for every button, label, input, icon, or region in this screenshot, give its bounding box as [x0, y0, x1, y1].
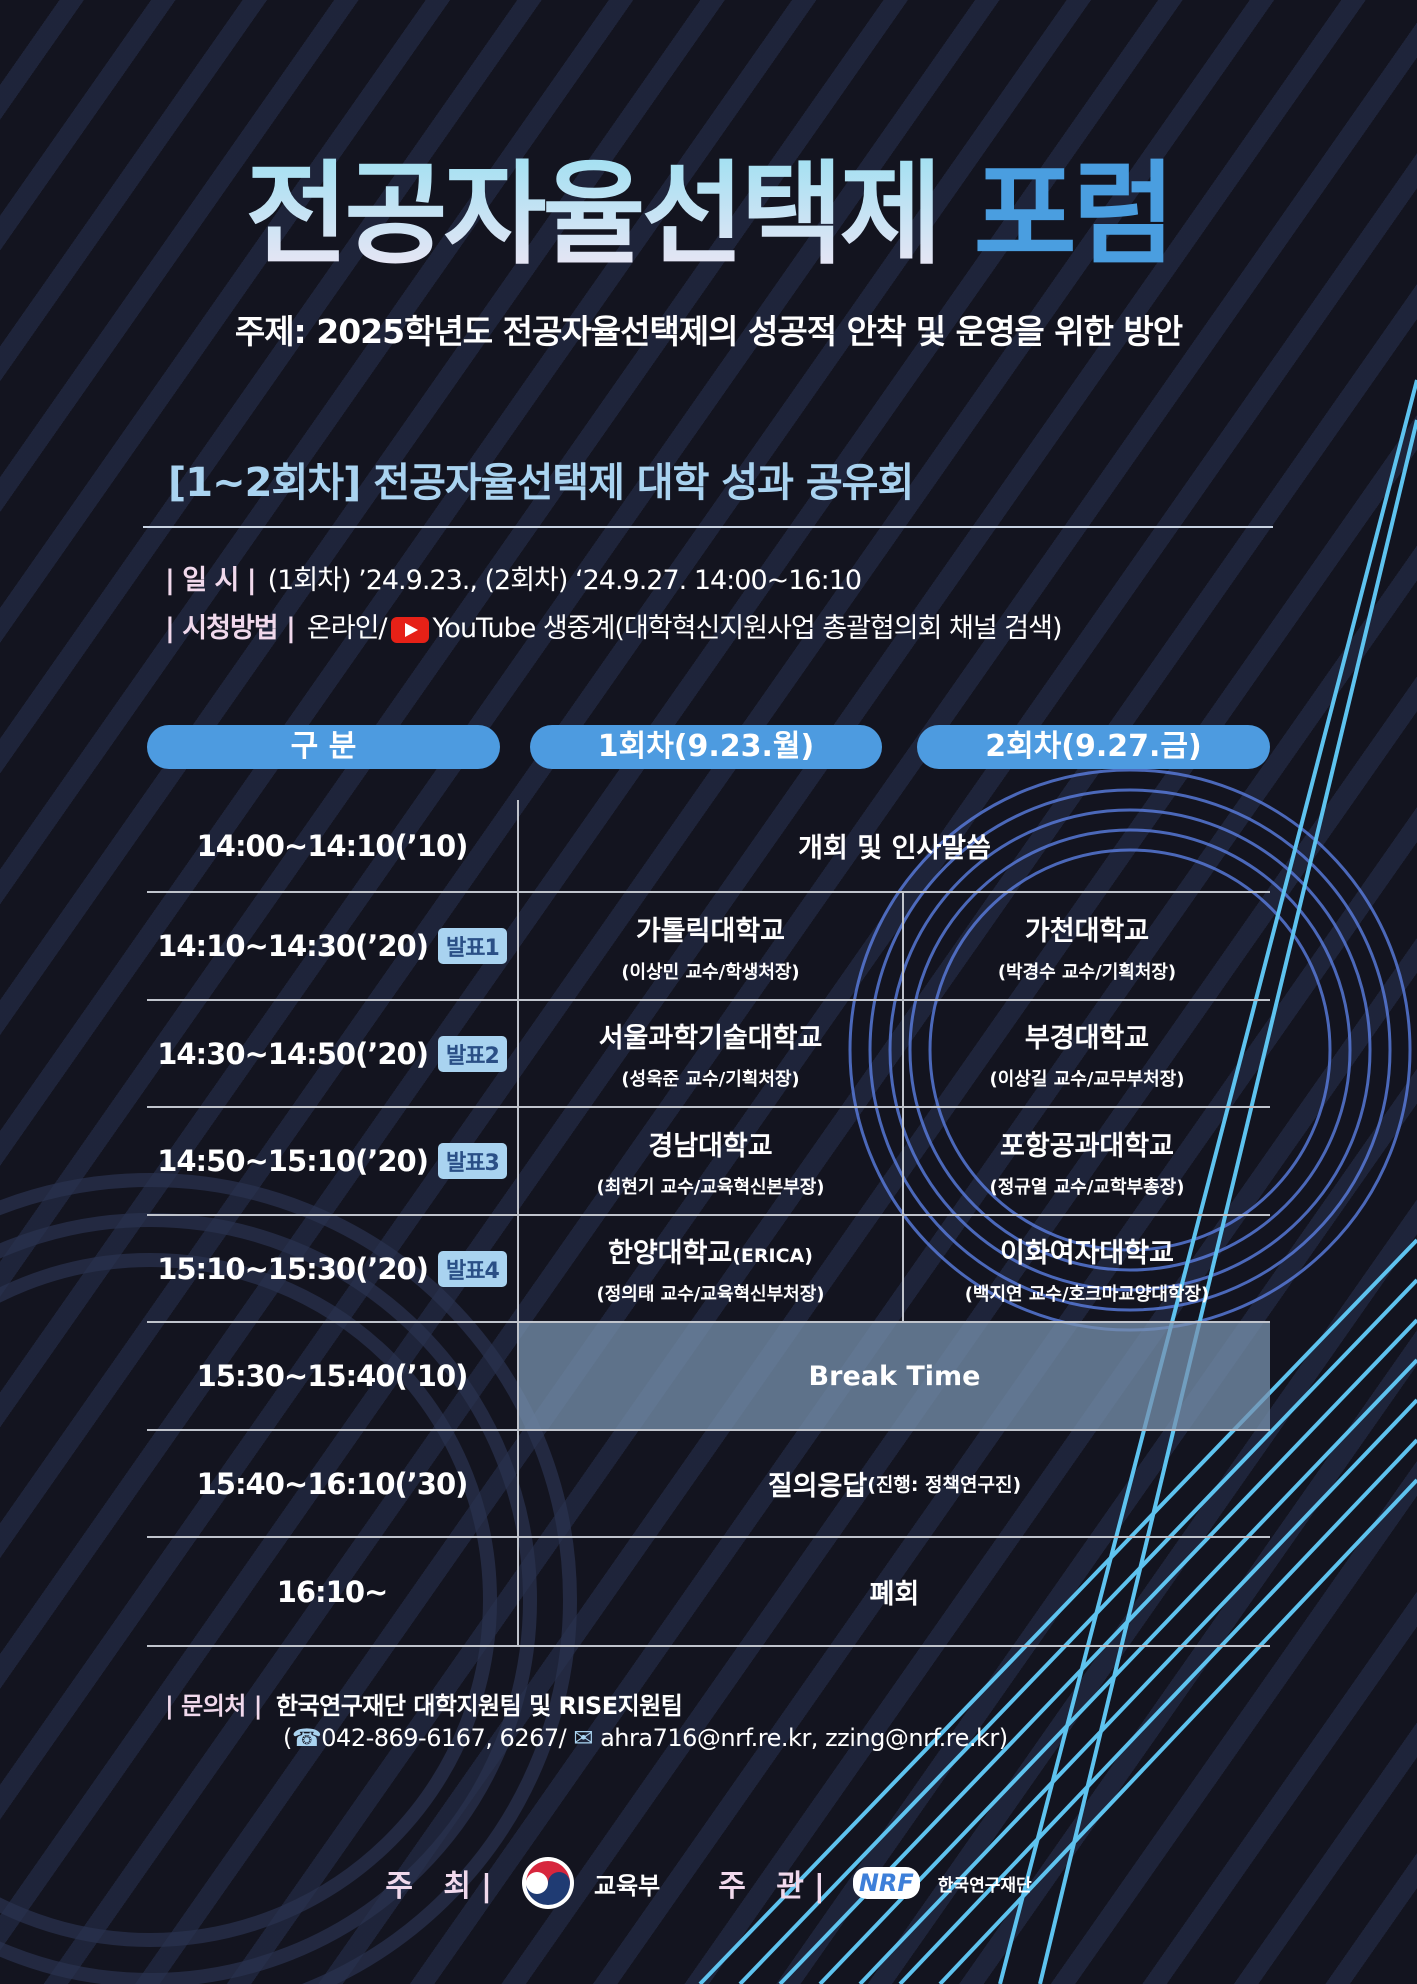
session1-cell: 서울과학기술대학교 (성욱준 교수/기획처장) — [517, 1001, 902, 1106]
youtube-icon — [390, 616, 429, 643]
watch-label: | 시청방법 | — [165, 613, 296, 644]
university: 서울과학기술대학교 — [598, 1023, 823, 1054]
subtitle: 주제: 2025학년도 전공자율선택제의 성공적 안착 및 운영을 위한 방안 — [234, 312, 1183, 351]
table-row: 14:50~15:10(’20) 발표3 경남대학교 (최현기 교수/교육혁신본부장… — [147, 1108, 1270, 1216]
header-category: 구 분 — [147, 725, 500, 769]
time-cell: 14:50~15:10(’20) 발표3 — [147, 1108, 517, 1214]
table-row: 14:10~14:30(’20) 발표1 가톨릭대학교 (이상민 교수/학생처장) … — [147, 893, 1270, 1001]
watch-prefix: 온라인/ — [306, 613, 388, 644]
session2-cell: 가천대학교 (박경수 교수/기획처장) — [902, 893, 1270, 999]
organizer-label: 주 관| — [718, 1869, 835, 1904]
time-cell: 14:30~14:50(’20) 발표2 — [147, 1001, 517, 1106]
contact-org: | 문의처 | 한국연구재단 대학지원팀 및 RISE지원팀 — [165, 1686, 683, 1721]
contact-details: (☎042-869-6167, 6267/ ✉ ahra716@nrf.re.k… — [283, 1724, 1008, 1752]
university: 한양대학교(ERICA) — [608, 1231, 813, 1270]
presentation-badge: 발표1 — [438, 928, 507, 964]
mail-icon: ✉ — [566, 1724, 601, 1752]
time-cell: 14:00~14:10(’10) — [196, 828, 469, 863]
session2-cell: 포항공과대학교 (정규열 교수/교학부총장) — [902, 1108, 1270, 1214]
date-info: | 일 시 | (1회차) ’24.9.23., (2회차) ‘24.9.27. … — [165, 558, 862, 597]
break-cell: Break Time — [517, 1323, 1270, 1429]
time-cell: 15:10~15:30(’20) 발표4 — [147, 1216, 517, 1321]
date-value: (1회차) ’24.9.23., (2회차) ‘24.9.27. 14:00~1… — [267, 565, 862, 596]
time: 14:50~15:10(’20) — [157, 1144, 429, 1178]
divider — [143, 526, 1273, 528]
moe-logo-icon — [521, 1857, 574, 1909]
campus: (ERICA) — [732, 1245, 813, 1267]
host-label: 주 최| — [385, 1869, 502, 1904]
table-row: 15:10~15:30(’20) 발표4 한양대학교(ERICA) (정의태 교수/… — [147, 1216, 1270, 1323]
time: 15:10~15:30(’20) — [157, 1251, 429, 1286]
phone: 042-869-6167, 6267/ — [321, 1724, 567, 1752]
presenter: (정규열 교수/교학부총장) — [989, 1176, 1185, 1198]
table-row: 14:00~14:10(’10) 개회 및 인사말씀 — [147, 800, 1270, 893]
contact-label: | 문의처 | — [165, 1692, 262, 1720]
presenter: (최현기 교수/교육혁신본부장) — [596, 1176, 825, 1198]
university-name: 한양대학교 — [608, 1238, 733, 1269]
time-cell: 16:10~ — [276, 1574, 389, 1609]
university: 경남대학교 — [648, 1130, 773, 1162]
presentation-badge: 발표4 — [438, 1250, 507, 1287]
contact-org-name: 한국연구재단 대학지원팀 및 RISE지원팀 — [275, 1692, 683, 1720]
table-row: 16:10~ 폐회 — [147, 1538, 1270, 1647]
qa-note: (진행: 정책연구진) — [867, 1474, 1022, 1496]
table-row: 14:30~14:50(’20) 발표2 서울과학기술대학교 (성욱준 교수/기획처… — [147, 1001, 1270, 1108]
presentation-badge: 발표3 — [438, 1143, 507, 1179]
email[interactable]: ahra716@nrf.re.kr, zzing@nrf.re.kr) — [600, 1724, 1008, 1752]
span-cell: 개회 및 인사말씀 — [517, 800, 1270, 891]
time-cell: 15:30~15:40(’10) — [196, 1359, 469, 1393]
session1-cell: 한양대학교(ERICA) (정의태 교수/교육혁신부처장) — [517, 1216, 902, 1321]
span-cell: 질의응답 (진행: 정책연구진) — [517, 1431, 1270, 1536]
footer: 주 최| 교육부 주 관| NRF 한국연구재단 — [0, 1855, 1417, 1911]
university: 포항공과대학교 — [1000, 1130, 1174, 1162]
time-cell: 14:10~14:30(’20) 발표1 — [147, 893, 517, 999]
presenter: (박경수 교수/기획처장) — [997, 961, 1177, 983]
page-title: 전공자율선택제 포럼 — [0, 150, 1417, 280]
date-label: | 일 시 | — [165, 565, 257, 596]
presenter: (백지연 교수/호크마교양대학장) — [964, 1284, 1210, 1305]
university: 가톨릭대학교 — [635, 915, 786, 947]
university: 부경대학교 — [1024, 1023, 1150, 1054]
university: 가천대학교 — [1024, 915, 1150, 947]
time: 14:30~14:50(’20) — [157, 1036, 429, 1071]
watch-info: | 시청방법 | 온라인/YouTube 생중계(대학혁신지원사업 총괄협의회 채… — [165, 606, 1063, 645]
presenter: (정의태 교수/교육혁신부처장) — [596, 1284, 825, 1305]
watch-value[interactable]: YouTube 생중계(대학혁신지원사업 총괄협의회 채널 검색) — [432, 613, 1063, 644]
university: 이화여자대학교 — [1000, 1238, 1174, 1269]
header-session-2: 2회차(9.27.금) — [917, 725, 1270, 769]
section-title: [1~2회차] 전공자율선택제 대학 성과 공유회 — [168, 460, 914, 506]
table-row: 15:30~15:40(’10) Break Time — [147, 1323, 1270, 1431]
session2-cell: 이화여자대학교 (백지연 교수/호크마교양대학장) — [902, 1216, 1270, 1321]
paren: ( — [283, 1724, 292, 1752]
title-accent: 포럼 — [973, 150, 1176, 280]
table-row: 15:40~16:10(’30) 질의응답 (진행: 정책연구진) — [147, 1431, 1270, 1538]
phone-icon: ☎ — [291, 1724, 322, 1752]
presenter: (이상길 교수/교무부처장) — [989, 1069, 1185, 1090]
span-cell: 폐회 — [517, 1538, 1270, 1645]
qa: 질의응답 — [767, 1471, 868, 1502]
session1-cell: 가톨릭대학교 (이상민 교수/학생처장) — [517, 893, 902, 999]
presenter: (성욱준 교수/기획처장) — [621, 1069, 800, 1090]
header-session-1: 1회차(9.23.월) — [530, 725, 882, 769]
host-name: 교육부 — [593, 1871, 661, 1900]
session2-cell: 부경대학교 (이상길 교수/교무부처장) — [902, 1001, 1270, 1106]
time: 14:10~14:30(’20) — [157, 929, 429, 963]
presentation-badge: 발표2 — [438, 1035, 507, 1072]
title-main: 전공자율선택제 — [245, 150, 942, 280]
time-cell: 15:40~16:10(’30) — [196, 1466, 469, 1501]
presenter: (이상민 교수/학생처장) — [621, 961, 800, 983]
nrf-logo: NRF — [852, 1867, 920, 1899]
session1-cell: 경남대학교 (최현기 교수/교육혁신본부장) — [517, 1108, 902, 1214]
organizer-name: 한국연구재단 — [937, 1875, 1032, 1896]
